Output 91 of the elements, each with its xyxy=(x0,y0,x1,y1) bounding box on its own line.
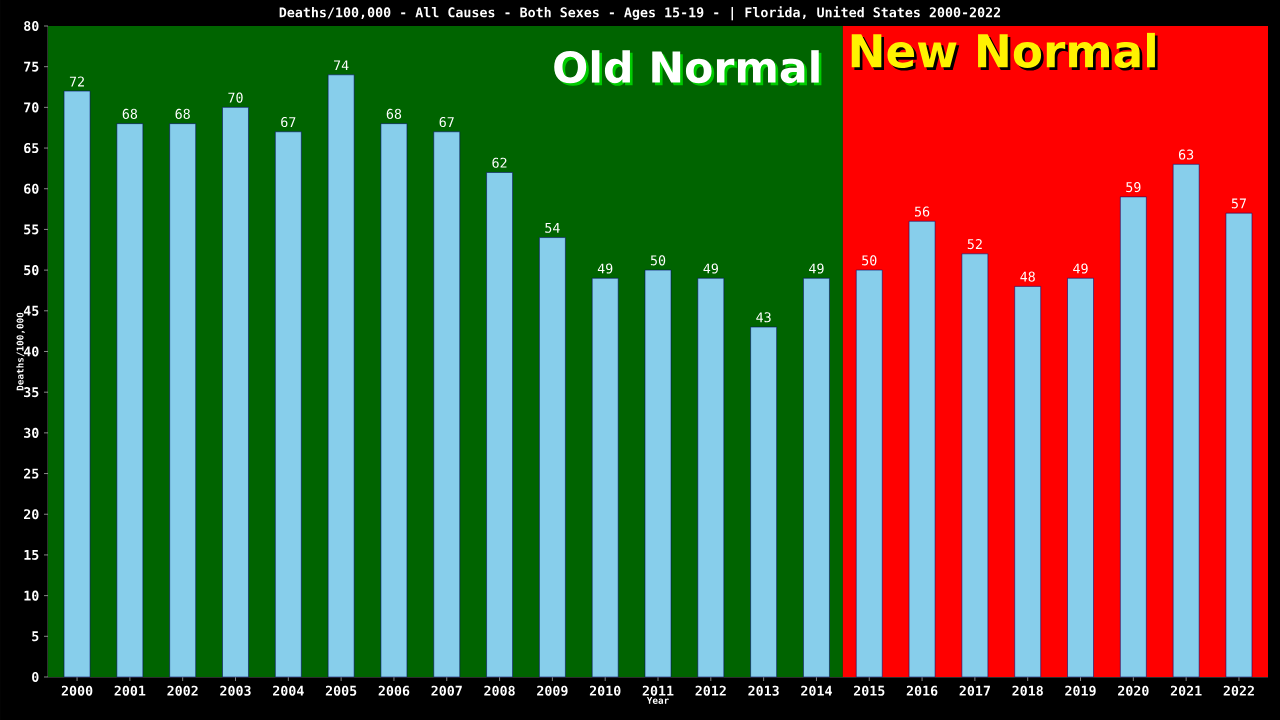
data-label: 63 xyxy=(1178,149,1194,160)
chart-title: Deaths/100,000 - All Causes - Both Sexes - Ages 15-19 - | Florida, United States 2000-2022 xyxy=(279,6,1001,21)
band-label: New Normal xyxy=(851,32,1155,68)
x-tick-label: 2001 xyxy=(114,685,146,696)
bar xyxy=(1172,164,1200,678)
x-tick-label: 2022 xyxy=(1223,685,1254,696)
y-tick-label: 55 xyxy=(24,224,39,235)
y-tick-label: 20 xyxy=(24,509,39,520)
bar xyxy=(856,269,883,678)
x-tick-label: 2017 xyxy=(959,685,990,696)
bar xyxy=(1014,286,1041,678)
bar xyxy=(697,277,725,678)
x-tick-label: 2002 xyxy=(167,685,198,696)
x-tick-label: 2019 xyxy=(1065,685,1096,696)
y-tick-label: 65 xyxy=(24,143,39,154)
data-label: 67 xyxy=(439,116,454,128)
data-label: 49 xyxy=(597,263,613,274)
x-axis-title: Year xyxy=(646,697,669,704)
x-tick-label: 2011 xyxy=(642,685,674,696)
data-label: 70 xyxy=(228,92,243,103)
y-tick-label: 40 xyxy=(23,346,39,357)
x-tick-label: 2010 xyxy=(589,685,621,696)
data-label: 74 xyxy=(334,60,349,71)
data-label: 57 xyxy=(1231,198,1246,209)
x-tick-label: 2013 xyxy=(748,685,779,696)
x-tick-label: 2018 xyxy=(1012,685,1043,696)
bar xyxy=(750,326,777,678)
y-tick-label: 60 xyxy=(24,183,39,194)
y-tick-label: 0 xyxy=(32,671,39,683)
x-tick-label: 2021 xyxy=(1170,685,1202,696)
x-tick-label: 2003 xyxy=(220,685,251,696)
bar xyxy=(63,90,91,678)
bar xyxy=(1067,277,1094,678)
bar xyxy=(222,107,249,678)
y-tick-label: 70 xyxy=(24,102,39,113)
band-label: Old Normal xyxy=(556,52,822,86)
y-tick-label: 75 xyxy=(24,61,39,72)
bar xyxy=(169,123,196,678)
data-label: 67 xyxy=(281,116,296,128)
data-label: 49 xyxy=(1073,263,1088,274)
y-tick-label: 80 xyxy=(24,20,39,32)
x-tick-label: 2014 xyxy=(801,685,832,696)
bar xyxy=(327,74,355,678)
bar xyxy=(116,123,144,678)
data-label: 50 xyxy=(862,255,877,266)
bar xyxy=(539,237,566,678)
bar xyxy=(380,123,408,678)
data-label: 56 xyxy=(914,206,930,217)
bar xyxy=(1120,196,1147,678)
bar xyxy=(908,221,936,678)
x-tick-label: 2004 xyxy=(273,685,304,696)
bar xyxy=(1225,212,1253,678)
x-tick-label: 2020 xyxy=(1118,685,1149,696)
data-label: 72 xyxy=(69,76,84,87)
x-tick-label: 2015 xyxy=(853,685,885,696)
data-label: 49 xyxy=(703,263,718,274)
data-label: 48 xyxy=(1020,271,1035,282)
y-tick-label: 10 xyxy=(24,590,39,601)
bar xyxy=(803,277,830,678)
y-tick-label: 25 xyxy=(24,468,39,479)
bar xyxy=(275,131,302,678)
y-tick-label: 35 xyxy=(24,387,39,398)
y-tick-label: 45 xyxy=(23,305,39,316)
x-tick-label: 2000 xyxy=(61,685,93,696)
data-label: 52 xyxy=(967,239,982,250)
x-tick-label: 2016 xyxy=(906,685,938,696)
y-tick-label: 30 xyxy=(24,427,39,438)
data-label: 54 xyxy=(545,222,560,233)
x-tick-label: 2005 xyxy=(325,685,357,696)
data-label: 68 xyxy=(122,108,138,119)
data-label: 43 xyxy=(756,312,771,323)
x-tick-label: 2012 xyxy=(695,685,726,696)
bar xyxy=(644,269,672,678)
y-axis-title: Deaths/100,000 xyxy=(16,312,25,391)
y-tick-label: 50 xyxy=(24,265,39,276)
x-tick-label: 2008 xyxy=(484,685,515,696)
bar xyxy=(591,277,619,678)
y-tick-label: 15 xyxy=(24,549,39,560)
data-label: 49 xyxy=(809,263,824,274)
x-tick-label: 2006 xyxy=(378,685,410,696)
data-label: 62 xyxy=(492,157,507,168)
y-tick-label: 5 xyxy=(32,631,39,642)
x-tick-label: 2007 xyxy=(431,685,462,696)
data-label: 50 xyxy=(650,255,666,266)
data-label: 59 xyxy=(1126,182,1141,193)
data-label: 68 xyxy=(175,108,190,119)
bar xyxy=(961,253,989,678)
bar xyxy=(433,131,461,678)
bar xyxy=(486,172,513,678)
x-tick-label: 2009 xyxy=(537,685,568,696)
data-label: 68 xyxy=(386,108,402,119)
